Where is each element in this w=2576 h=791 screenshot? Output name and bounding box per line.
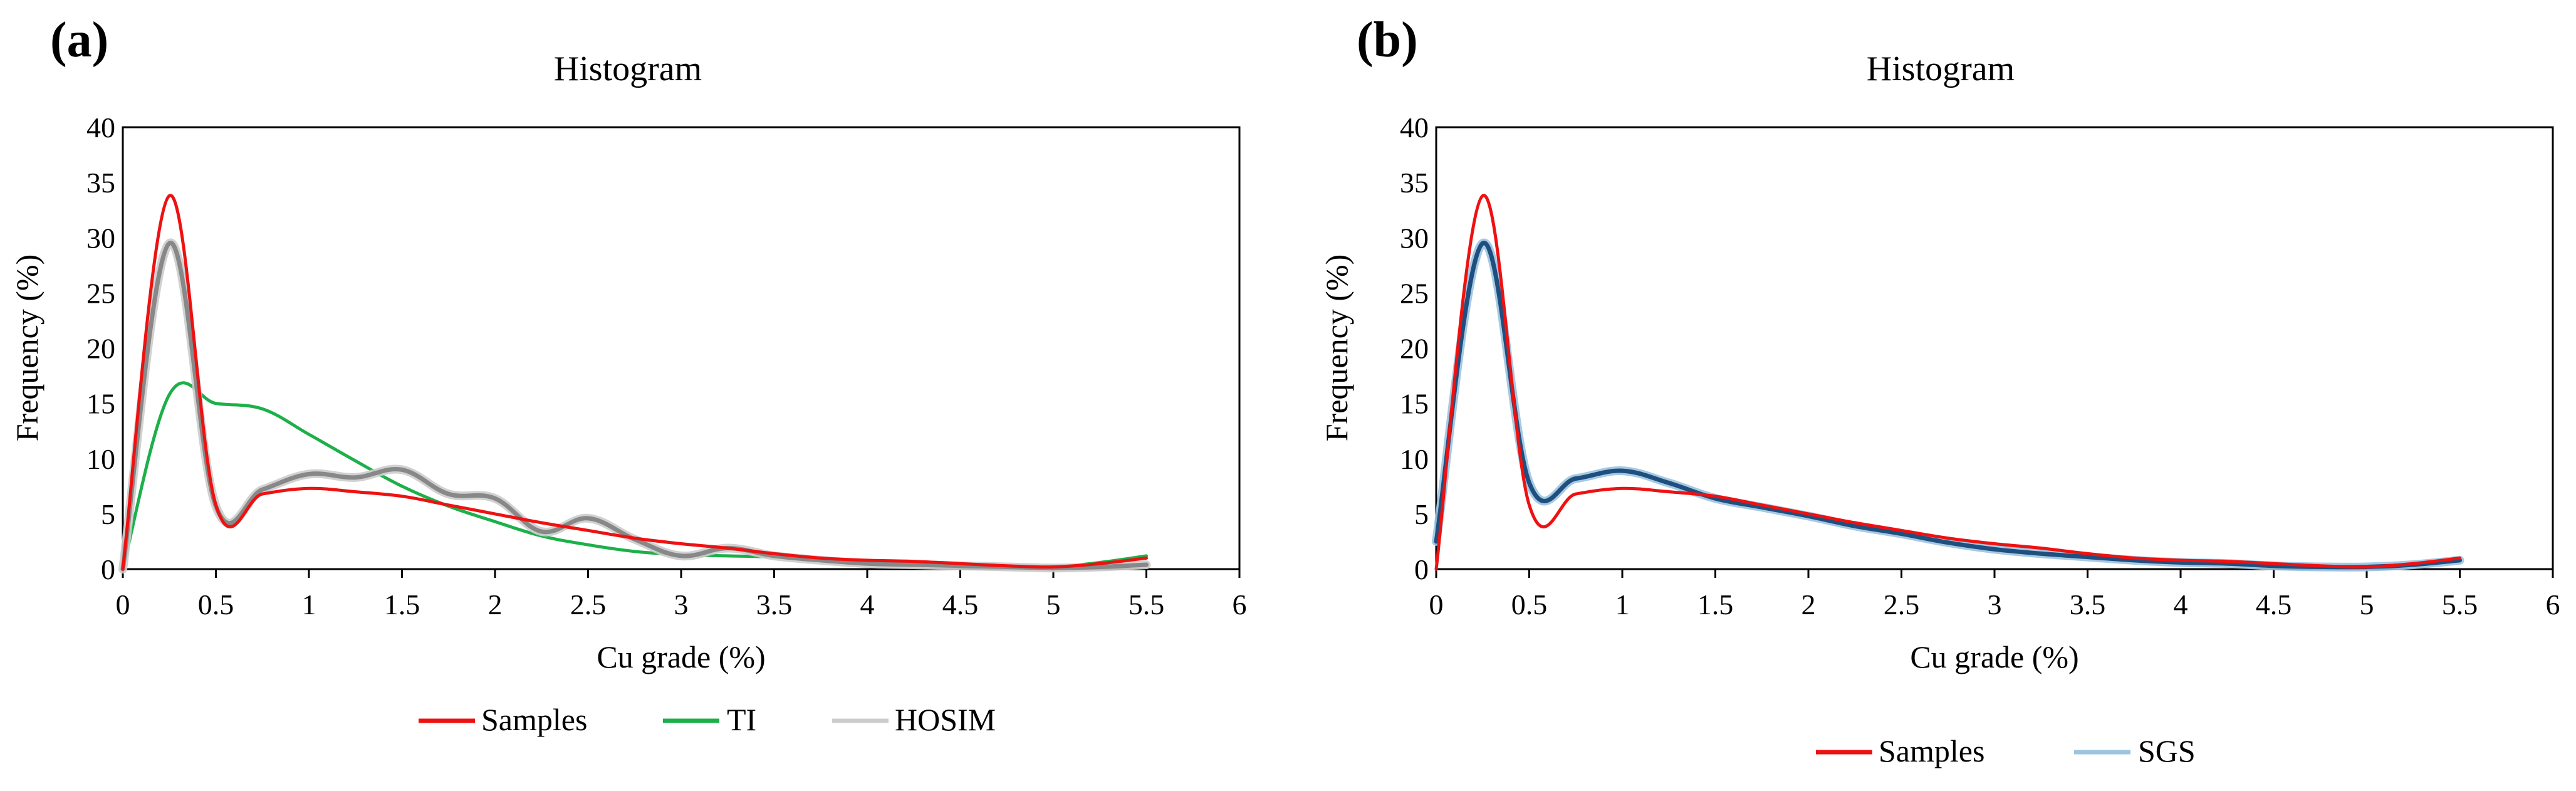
y-tick-label: 5 — [1414, 498, 1429, 530]
series-line-sgs — [1434, 241, 2462, 570]
x-tick-label: 2 — [488, 589, 503, 621]
x-tick-label: 2 — [1802, 589, 1816, 621]
panel-a-series — [118, 194, 1151, 574]
y-tick-label: 0 — [1414, 553, 1429, 585]
series-line-samples — [1434, 194, 2461, 571]
y-tick-label: 35 — [86, 167, 115, 199]
y-tick-label: 20 — [1400, 333, 1429, 365]
x-tick-label: 3 — [1988, 589, 2002, 621]
x-tick-label: 0 — [116, 589, 130, 621]
x-tick-label: 4 — [860, 589, 875, 621]
x-tick-label: 1.5 — [1697, 589, 1734, 621]
series-band-sgs — [1432, 238, 2464, 572]
panel-b-title: Histogram — [1867, 50, 2015, 88]
x-tick-label: 4.5 — [942, 589, 979, 621]
legend-label-samples-b: Samples — [1879, 733, 1984, 768]
x-tick-label: 4.5 — [2256, 589, 2292, 621]
panel-a-x-axis-label: Cu grade (%) — [597, 639, 765, 674]
y-tick-label: 30 — [1400, 222, 1429, 254]
y-tick-label: 10 — [86, 443, 115, 475]
x-tick-label: 5.5 — [1129, 589, 1165, 621]
x-tick-label: 0.5 — [1511, 589, 1548, 621]
y-tick-label: 30 — [86, 222, 115, 254]
y-tick-label: 40 — [86, 112, 115, 144]
panel-a-legend: Samples TI HOSIM — [419, 702, 996, 737]
panel-b-label: (b) — [1357, 13, 1418, 68]
y-tick-label: 25 — [86, 277, 115, 309]
y-tick-label: 35 — [1400, 167, 1429, 199]
panel-a-title: Histogram — [554, 50, 702, 88]
x-tick-label: 6 — [1233, 589, 1247, 621]
y-tick-label: 10 — [1400, 443, 1429, 475]
x-tick-label: 3.5 — [2070, 589, 2106, 621]
legend-label-ti: TI — [727, 702, 756, 737]
x-tick-label: 0.5 — [198, 589, 234, 621]
x-tick-label: 5.5 — [2442, 589, 2478, 621]
y-tick-label: 5 — [101, 498, 115, 530]
x-tick-label: 1 — [1615, 589, 1630, 621]
x-tick-label: 0 — [1429, 589, 1444, 621]
y-tick-label: 0 — [101, 553, 115, 585]
legend-label-samples: Samples — [481, 702, 587, 737]
x-tick-label: 2.5 — [1884, 589, 1920, 621]
series-band-hosim — [118, 238, 1151, 574]
legend-label-sgs: SGS — [2138, 733, 2196, 768]
panel-a-y-ticks: 0 5 10 15 20 25 30 35 40 — [86, 112, 115, 585]
panel-b-plot-frame — [1435, 126, 2554, 570]
x-tick-label: 1 — [302, 589, 316, 621]
y-tick-label: 20 — [86, 333, 115, 365]
y-tick-label: 15 — [86, 388, 115, 420]
panel-a-label: (a) — [50, 13, 108, 68]
x-tick-label: 1.5 — [384, 589, 420, 621]
panel-b-y-axis-label: Frequency (%) — [1319, 254, 1354, 442]
y-tick-label: 25 — [1400, 277, 1429, 309]
panel-a-y-axis-label: Frequency (%) — [9, 254, 44, 442]
x-tick-label: 5 — [2360, 589, 2374, 621]
x-tick-label: 3 — [674, 589, 689, 621]
panel-a-x-ticks: 0 0.5 1 1.5 2 2.5 3 3.5 4 4.5 5 5.5 6 — [116, 569, 1247, 621]
panel-a-plot-frame — [122, 126, 1241, 570]
x-tick-label: 5 — [1046, 589, 1061, 621]
panel-b-x-axis-label: Cu grade (%) — [1910, 639, 2078, 674]
y-tick-label: 40 — [1400, 112, 1429, 144]
series-line-samples — [121, 194, 1148, 571]
panel-b-series — [1432, 194, 2464, 572]
x-tick-label: 4 — [2174, 589, 2188, 621]
panel-b-x-ticks: 0 0.5 1 1.5 2 2.5 3 3.5 4 4.5 5 5.5 6 — [1429, 569, 2560, 621]
y-tick-label: 15 — [1400, 388, 1429, 420]
legend-label-hosim: HOSIM — [895, 702, 996, 737]
panel-b-y-ticks: 0 5 10 15 20 25 30 35 40 — [1400, 112, 1429, 585]
panel-b-legend: Samples SGS — [1816, 733, 2196, 768]
series-line-hosim — [120, 241, 1149, 572]
x-tick-label: 3.5 — [756, 589, 793, 621]
x-tick-label: 6 — [2546, 589, 2560, 621]
x-tick-label: 2.5 — [570, 589, 607, 621]
